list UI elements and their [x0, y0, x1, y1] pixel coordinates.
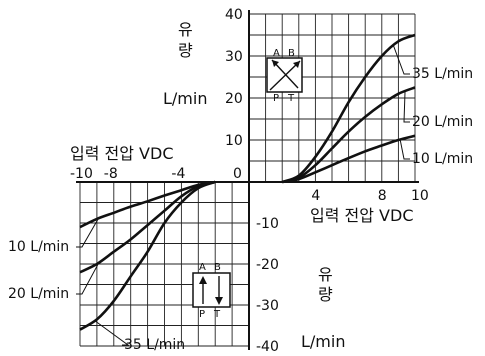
origin-label: 0 — [233, 166, 242, 182]
y-tick-label-neg-3: -40 — [256, 339, 279, 355]
leader-q1-10 — [399, 139, 410, 160]
series-label-q3-10: 10 L/min — [8, 239, 69, 255]
series-label-q3-20: 20 L/min — [8, 286, 69, 302]
curves — [79, 33, 416, 331]
series-label-q1-10: 10 L/min — [412, 151, 473, 167]
valve-upper-port-b: B — [288, 48, 295, 59]
x-tick-label-pos-1: 8 — [378, 188, 387, 204]
leader-q1-20 — [403, 91, 410, 123]
leader-q3-35 — [94, 320, 130, 346]
x-axis-title-right: 입력 전압 VDC — [310, 206, 414, 225]
x-axis-title-left: 입력 전압 VDC — [70, 144, 174, 163]
y-axis-title-upper-char-1: 유 — [178, 20, 193, 39]
curve-q1-35 — [281, 33, 416, 184]
valve-lower-port-t: T — [213, 309, 221, 320]
leader-q1-35 — [392, 45, 410, 75]
axes — [76, 10, 419, 350]
y-tick-label-pos-0: 40 — [225, 7, 243, 23]
x-tick-label-neg-1: -8 — [104, 166, 118, 182]
y-axis-unit-upper: L/min — [163, 89, 207, 108]
y-tick-label-pos-1: 30 — [225, 49, 243, 65]
series-label-q1-20: 20 L/min — [412, 114, 473, 130]
y-axis-title-lower-char-1: 유 — [318, 265, 333, 284]
y-axis-unit-lower: L/min — [301, 332, 345, 351]
leader-q3-20 — [76, 262, 100, 295]
curve-q1-20 — [281, 86, 416, 184]
valve-lower-port-b: B — [214, 262, 221, 273]
x-tick-label-neg-2: -4 — [171, 166, 185, 182]
y-tick-label-neg-0: -10 — [256, 216, 279, 232]
x-tick-label-neg-0: -10 — [70, 166, 93, 182]
curve-q1-10 — [281, 134, 416, 184]
curve-q3-20 — [79, 180, 216, 274]
x-tick-label-pos-0: 4 — [311, 188, 320, 204]
x-tick-label-pos-2: 10 — [411, 188, 429, 204]
y-tick-label-neg-2: -30 — [256, 298, 279, 314]
valve-symbol-lower: A B P T — [192, 262, 231, 320]
y-tick-label-pos-2: 20 — [225, 91, 243, 107]
series-label-q1-35: 35 L/min — [412, 66, 473, 82]
valve-upper-port-a: A — [273, 48, 280, 59]
curve-q3-35 — [79, 180, 216, 331]
valve-upper-port-t: T — [287, 93, 295, 104]
labels: 4 8 10 -10 -8 -4 40 30 20 10 -10 -20 -30 -40 35 L/min 3… — [8, 7, 473, 355]
y-tick-label-pos-3: 10 — [225, 133, 243, 149]
valve-lower-port-p: P — [199, 309, 205, 320]
valve-upper-port-p: P — [273, 93, 279, 104]
leader-q3-10 — [76, 217, 100, 248]
y-axis-title-lower-char-2: 량 — [318, 285, 333, 304]
valve-symbol-upper: A B P T — [266, 48, 303, 104]
curve-q3-10 — [79, 180, 216, 229]
valve-lower-port-a: A — [199, 262, 206, 273]
y-axis-title-upper-char-2: 량 — [178, 41, 193, 60]
series-label-q3-35: 35 L/min — [124, 337, 185, 353]
y-tick-label-neg-1: -20 — [256, 257, 279, 273]
grid — [79, 13, 416, 347]
